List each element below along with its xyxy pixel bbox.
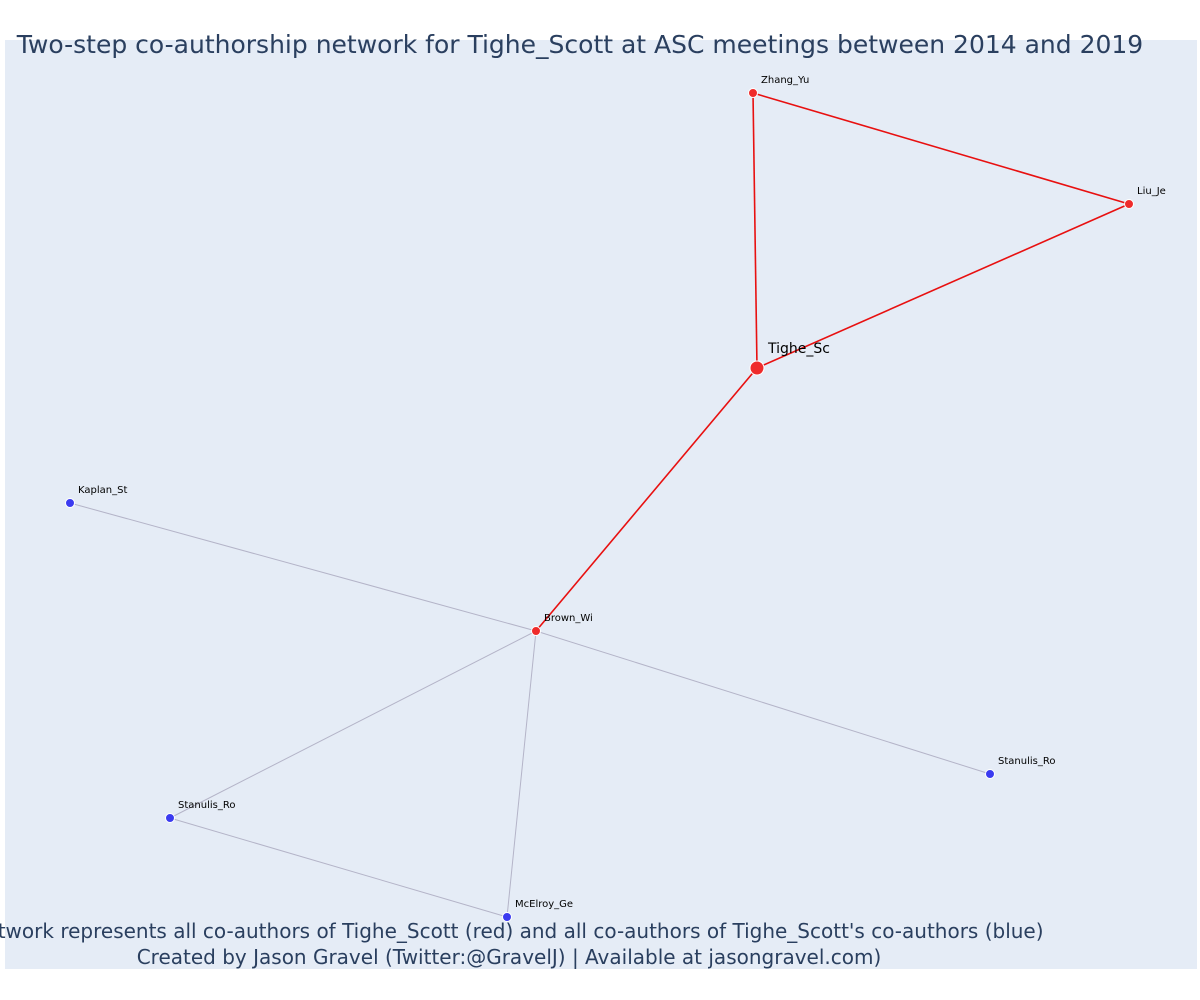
nodes-layer bbox=[65, 88, 1134, 922]
node-label-Zhang_Yu: Zhang_Yu bbox=[761, 75, 809, 86]
node-Liu_Je[interactable] bbox=[1124, 199, 1134, 209]
footer-note-line-2: Created by Jason Gravel (Twitter:@Gravel… bbox=[137, 945, 882, 969]
node-Kaplan_St[interactable] bbox=[65, 498, 75, 508]
footer-note-line-1: Network represents all co-authors of Tig… bbox=[0, 919, 1044, 943]
node-label-Liu_Je: Liu_Je bbox=[1137, 186, 1166, 197]
edge-Brown_Wi-McElroy_Ge bbox=[506, 630, 537, 918]
edge-Brown_Wi-Stanulis_Ro_left bbox=[169, 630, 537, 819]
node-Stanulis_Ro_left[interactable] bbox=[165, 813, 175, 823]
edge-Liu_Je-Tighe_Sc bbox=[756, 203, 1130, 369]
node-label-McElroy_Ge: McElroy_Ge bbox=[515, 899, 573, 910]
labels-layer: Zhang_Yu Liu_Je Tighe_Sc Brown_Wi Kaplan_St S… bbox=[78, 75, 1166, 910]
node-label-Brown_Wi: Brown_Wi bbox=[544, 613, 593, 624]
edge-Tighe_Sc-Brown_Wi bbox=[535, 367, 758, 632]
edge-Brown_Wi-Stanulis_Ro_right bbox=[535, 630, 991, 775]
edge-Brown_Wi-Kaplan_St bbox=[69, 502, 537, 632]
node-Brown_Wi[interactable] bbox=[531, 626, 541, 636]
node-label-Stanulis_Ro_left: Stanulis_Ro bbox=[178, 800, 235, 811]
node-label-Kaplan_St: Kaplan_St bbox=[78, 485, 127, 496]
node-McElroy_Ge[interactable] bbox=[502, 912, 512, 922]
edge-Stanulis_Ro_left-McElroy_Ge bbox=[169, 817, 508, 918]
chart-title: Two-step co-authorship network for Tighe… bbox=[16, 30, 1143, 59]
node-Tighe_Sc[interactable] bbox=[749, 360, 765, 376]
node-Zhang_Yu[interactable] bbox=[748, 88, 758, 98]
edges-layer bbox=[69, 92, 1130, 918]
plot-background bbox=[5, 40, 1197, 969]
edge-Zhang_Yu-Tighe_Sc bbox=[752, 92, 758, 369]
node-Stanulis_Ro_right[interactable] bbox=[985, 769, 995, 779]
edge-Zhang_Yu-Liu_Je bbox=[752, 92, 1130, 205]
node-label-Stanulis_Ro_right: Stanulis_Ro bbox=[998, 756, 1055, 767]
node-label-Tighe_Sc: Tighe_Sc bbox=[767, 341, 830, 357]
